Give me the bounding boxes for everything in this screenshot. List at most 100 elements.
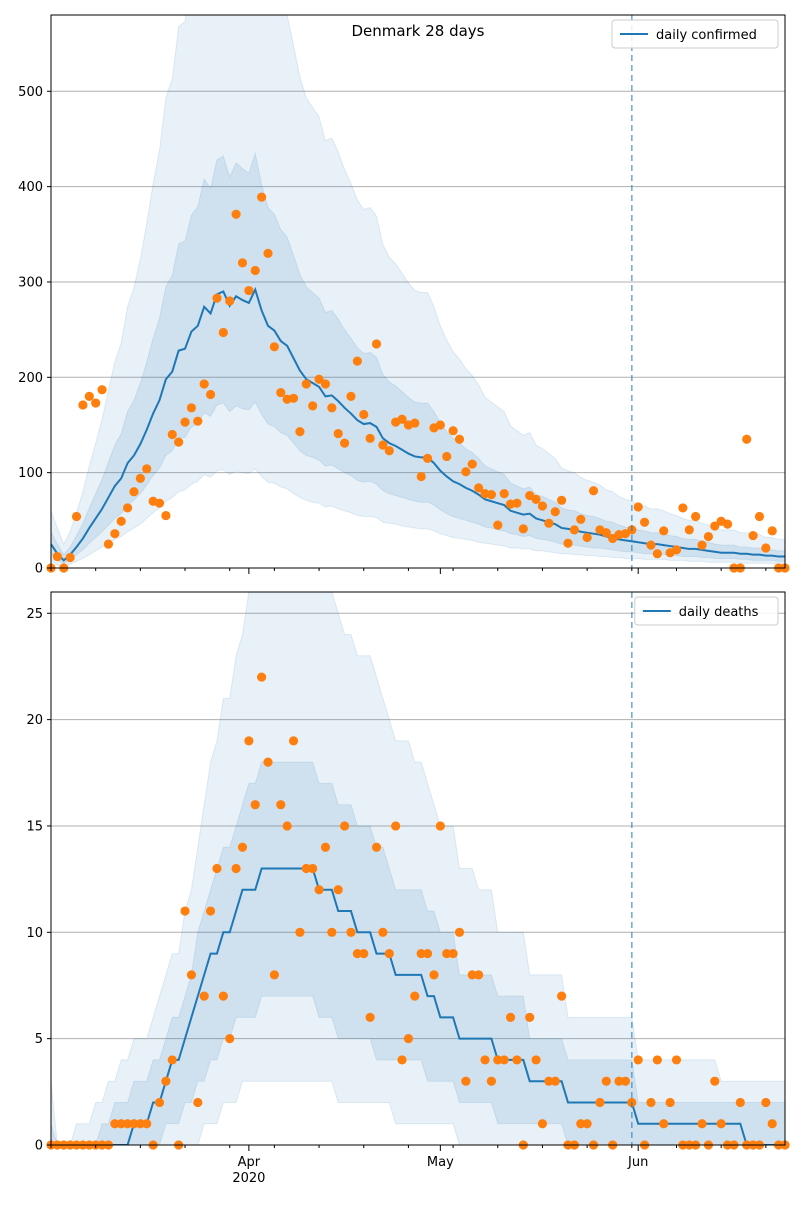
data-point xyxy=(225,296,235,306)
data-point xyxy=(633,502,643,512)
data-point xyxy=(754,511,765,522)
data-point xyxy=(659,526,669,536)
data-point xyxy=(244,736,254,746)
plot-area xyxy=(51,15,785,567)
y-tick-label: 500 xyxy=(18,85,43,100)
data-point xyxy=(135,1119,145,1129)
legend-label: daily confirmed xyxy=(656,28,757,43)
data-point xyxy=(722,519,733,529)
y-tick-label: 15 xyxy=(26,819,43,834)
data-point xyxy=(601,528,611,538)
data-point xyxy=(314,885,324,895)
data-point xyxy=(295,427,305,437)
data-point xyxy=(537,1119,548,1129)
data-point xyxy=(180,417,190,427)
data-point xyxy=(576,1119,586,1129)
data-point xyxy=(103,539,114,549)
observed-points xyxy=(46,192,790,573)
data-point xyxy=(639,517,650,527)
data-point xyxy=(167,1055,177,1065)
data-point xyxy=(557,495,567,505)
data-point xyxy=(231,863,241,874)
data-point xyxy=(665,1097,675,1108)
data-point xyxy=(231,209,241,219)
data-point xyxy=(742,434,752,444)
data-point xyxy=(288,393,299,403)
data-point xyxy=(671,1055,682,1065)
data-point xyxy=(314,374,324,384)
data-point xyxy=(493,1055,503,1065)
x-tick-sublabel: 2020 xyxy=(232,1171,265,1186)
data-point xyxy=(193,1097,203,1108)
data-point xyxy=(454,927,465,937)
data-point xyxy=(199,991,209,1001)
data-point xyxy=(301,379,311,389)
data-point xyxy=(467,970,477,980)
data-point xyxy=(161,1076,171,1086)
data-point xyxy=(320,379,331,389)
data-point xyxy=(180,906,190,916)
data-point xyxy=(199,379,209,389)
y-tick-label: 25 xyxy=(26,607,43,622)
legend-box xyxy=(634,596,779,626)
data-point xyxy=(601,1076,611,1086)
data-point xyxy=(352,948,362,959)
data-point xyxy=(352,356,362,366)
data-point xyxy=(186,970,197,980)
data-point xyxy=(531,1055,541,1065)
chart-title: Denmark 28 days xyxy=(352,22,485,40)
data-point xyxy=(122,503,133,513)
y-tick-label: 10 xyxy=(26,926,43,941)
data-point xyxy=(276,387,286,398)
data-point xyxy=(691,511,701,522)
data-point xyxy=(225,1034,235,1044)
data-point xyxy=(78,400,88,410)
chart-panel-1: 0 100 200 300 400 500 Denmark 28 days daily con… xyxy=(18,14,790,577)
data-point xyxy=(142,1119,152,1129)
data-point xyxy=(263,248,273,258)
axes-frame xyxy=(50,591,786,1146)
series-line-daily-confirmed xyxy=(51,286,785,562)
data-point xyxy=(378,927,388,937)
data-point xyxy=(582,532,592,543)
data-point xyxy=(525,1012,535,1022)
data-point xyxy=(371,339,382,349)
data-point xyxy=(71,511,82,522)
data-point xyxy=(269,970,279,980)
data-point xyxy=(499,489,509,499)
data-point xyxy=(371,842,382,852)
data-point xyxy=(359,409,369,420)
y-tick-label: 400 xyxy=(18,180,43,195)
data-point xyxy=(250,265,260,276)
data-point xyxy=(205,389,216,400)
y-tick-label: 5 xyxy=(35,1032,43,1047)
data-point xyxy=(257,672,267,682)
data-point xyxy=(474,483,484,493)
data-point xyxy=(620,1076,631,1086)
data-point xyxy=(269,342,279,352)
data-point xyxy=(518,524,528,534)
x-tick-label: Jun xyxy=(627,1155,648,1170)
data-point xyxy=(480,1055,490,1065)
data-point xyxy=(116,1119,126,1129)
data-point xyxy=(582,1119,592,1129)
data-point xyxy=(154,498,165,508)
uncertainty-band-inner xyxy=(51,151,785,564)
data-point xyxy=(486,1076,496,1086)
data-point xyxy=(557,991,567,1001)
data-point xyxy=(697,1119,707,1129)
data-point xyxy=(346,391,356,401)
data-point xyxy=(384,446,394,456)
data-point xyxy=(129,1119,139,1129)
data-point xyxy=(435,821,445,831)
data-point xyxy=(193,416,203,426)
data-point xyxy=(422,948,433,959)
data-point xyxy=(531,494,541,504)
uncertainty-band-outer xyxy=(51,15,785,567)
data-point xyxy=(295,927,305,937)
data-point xyxy=(461,1076,471,1086)
data-point xyxy=(454,434,465,444)
axes-frame xyxy=(50,14,786,569)
data-point xyxy=(116,516,126,526)
